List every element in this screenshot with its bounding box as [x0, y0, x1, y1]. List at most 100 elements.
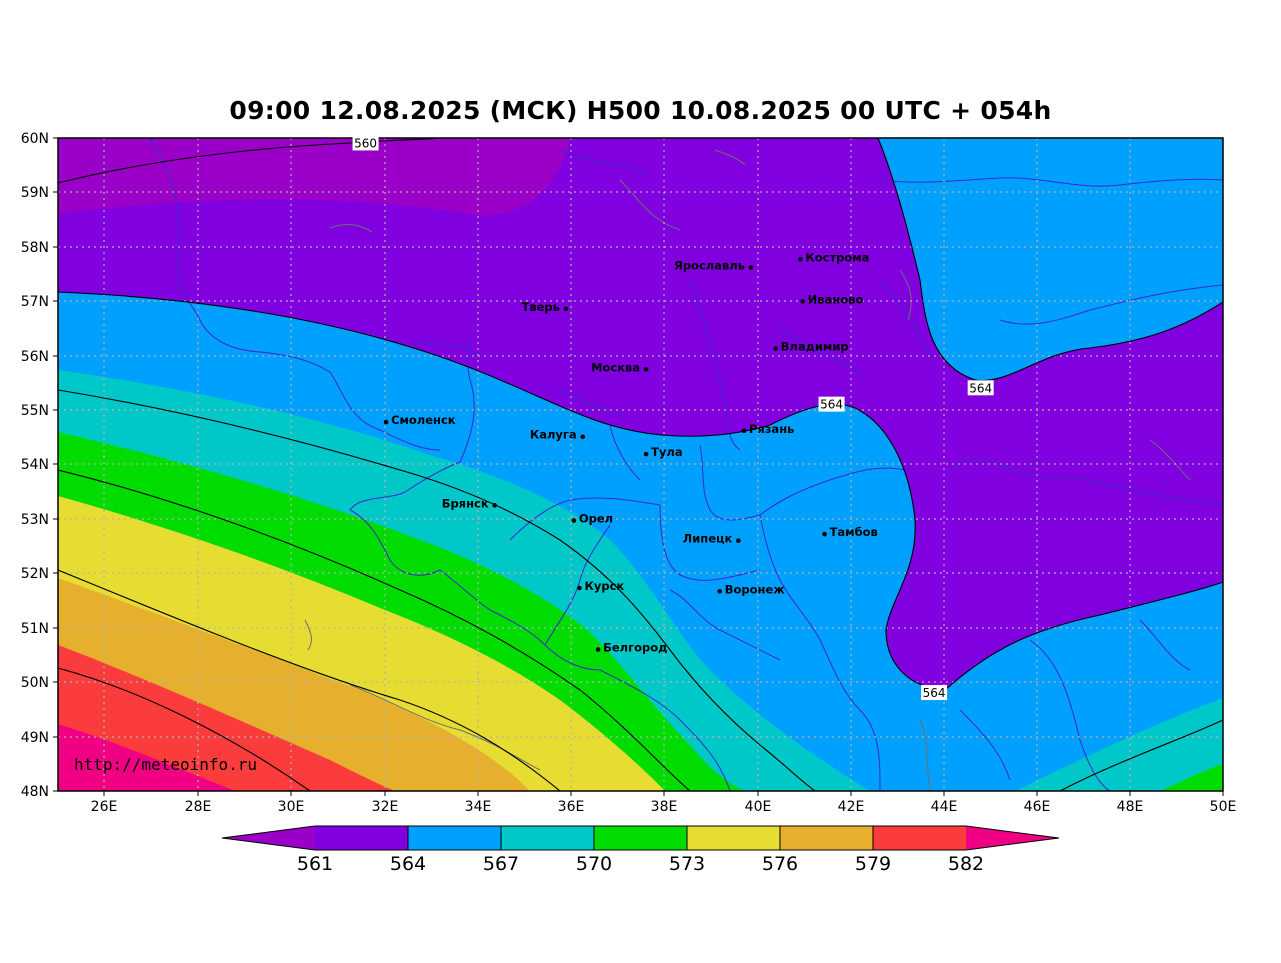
contour-lines — [58, 138, 1223, 791]
city-dot — [773, 346, 778, 351]
lat-label: 50N — [21, 675, 49, 691]
colorbar-label: 579 — [855, 853, 891, 875]
colorbar-label: 561 — [297, 853, 333, 875]
contour-label: 560 — [354, 136, 377, 150]
city-dot — [577, 585, 582, 591]
admin-borders — [149, 138, 1223, 791]
city-dot — [643, 451, 649, 457]
lon-label: 26E — [91, 799, 118, 815]
city-label: Брянск — [442, 496, 489, 510]
lon-label: 42E — [838, 799, 865, 815]
colorbar: 561 564 567 570 573 576 579 582 — [221, 825, 1060, 875]
city-dot — [748, 265, 754, 270]
city-label: Владимир — [781, 340, 849, 354]
city-label: Орел — [579, 512, 613, 526]
lon-label: 48E — [1117, 799, 1144, 815]
chart-title: 09:00 12.08.2025 (МСК) H500 10.08.2025 0… — [229, 96, 1052, 125]
lon-label: 46E — [1024, 799, 1051, 815]
lat-label: 57N — [21, 294, 49, 310]
city-dot — [800, 298, 805, 304]
city-label: Липецк — [683, 532, 733, 546]
lat-label: 52N — [21, 566, 49, 582]
field-570-573-se — [1160, 764, 1223, 791]
lat-label: 55N — [21, 403, 49, 419]
contour-label-bg — [921, 685, 948, 701]
colorbar-segment — [873, 826, 966, 850]
colorbar-label: 573 — [669, 853, 705, 875]
colorbar-segment — [408, 826, 501, 850]
colorbar-label: 564 — [390, 853, 426, 875]
lat-label: 49N — [21, 730, 49, 746]
contour-label: 564 — [969, 381, 992, 395]
city-dot — [595, 647, 601, 652]
lat-label: 58N — [21, 240, 49, 256]
contour-label-bg — [967, 380, 994, 396]
city-dot — [736, 538, 741, 543]
latitude-labels: 60N 59N 58N 57N 56N 55N 54N 53N 52N 51N … — [21, 131, 49, 800]
field-564-567-ne — [878, 138, 1223, 381]
city-dot — [798, 257, 803, 262]
field-gt582 — [58, 724, 235, 791]
lon-label: 34E — [465, 799, 492, 815]
city-label: Курск — [584, 579, 624, 593]
city-label: Ярославль — [674, 259, 745, 273]
colorbar-segment — [780, 826, 873, 850]
field-567-570-se — [1015, 698, 1223, 791]
contour-label-bg — [818, 396, 845, 412]
colorbar-label: 582 — [948, 853, 984, 875]
city-dot — [492, 503, 497, 508]
city-label: Тверь — [522, 300, 560, 314]
city-markers: Кострома Ярославль Иваново Тверь Владимир Мос… — [383, 250, 878, 655]
colorbar-outline — [221, 825, 1060, 851]
grid-lines — [58, 138, 1223, 791]
colorbar-extend-high — [966, 826, 1059, 850]
city-dot — [383, 419, 389, 425]
contour-label-bg — [352, 135, 379, 151]
colorbar-label: 570 — [576, 853, 612, 875]
colorbar-extend-low — [222, 826, 315, 850]
colorbar-label: 567 — [483, 853, 519, 875]
city-dot — [822, 531, 827, 537]
colorbar-segment — [594, 826, 687, 850]
colorbar-label: 576 — [762, 853, 798, 875]
city-label: Калуга — [530, 428, 577, 442]
city-label: Тамбов — [830, 525, 878, 539]
city-label: Смоленск — [391, 413, 456, 427]
city-dot — [563, 306, 569, 312]
city-dot — [741, 428, 747, 434]
lat-label: 54N — [21, 457, 49, 473]
watermark: http://meteoinfo.ru — [74, 755, 257, 774]
lon-label: 30E — [278, 799, 305, 815]
lon-label: 50E — [1210, 799, 1237, 815]
city-label: Иваново — [808, 292, 864, 306]
lon-label: 36E — [558, 799, 585, 815]
city-dot — [580, 434, 586, 440]
city-label: Воронеж — [725, 582, 786, 596]
contour-labels: 560 564 564 564 — [352, 135, 994, 701]
lon-label: 28E — [185, 799, 212, 815]
lon-label: 38E — [651, 799, 678, 815]
lat-label: 53N — [21, 512, 49, 528]
lat-label: 51N — [21, 621, 49, 637]
colorbar-segment — [501, 826, 594, 850]
axis-ticks — [53, 137, 1224, 796]
colorbar-segment — [315, 826, 408, 850]
field-lt561 — [58, 138, 570, 216]
lon-label: 32E — [372, 799, 399, 815]
height-field — [58, 138, 1223, 791]
contour-label: 564 — [923, 686, 946, 700]
city-dot — [717, 588, 723, 594]
lon-label: 40E — [745, 799, 772, 815]
city-dot — [643, 366, 649, 372]
colorbar-segment — [687, 826, 780, 850]
city-label: Тула — [651, 445, 683, 459]
lat-label: 60N — [21, 131, 49, 147]
city-dot — [571, 518, 577, 523]
lat-label: 59N — [21, 185, 49, 201]
city-label: Рязань — [749, 422, 794, 436]
rivers — [304, 149, 1191, 791]
lon-label: 44E — [931, 799, 958, 815]
city-label: Белгород — [603, 641, 667, 655]
city-label: Кострома — [805, 250, 869, 264]
